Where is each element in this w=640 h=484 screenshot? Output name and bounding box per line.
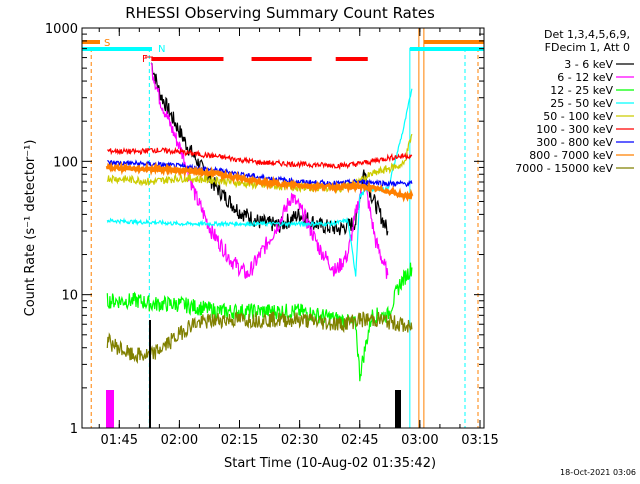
y-tick-label-1: 10 (61, 289, 78, 304)
series-line-3 (106, 88, 413, 277)
y-axis-label: Count Rate (s⁻¹ detector⁻¹) (23, 140, 38, 317)
legend-label-2: 12 - 25 keV (550, 84, 613, 97)
annotation-s: S (104, 38, 110, 49)
x-tick-label-3: 02:30 (281, 433, 318, 448)
x-axis-label: Start Time (10-Aug-02 01:35:42) (224, 456, 436, 471)
legend-label-0: 3 - 6 keV (564, 58, 613, 71)
plot-layer: S NF (82, 28, 484, 428)
series-line-2 (106, 262, 413, 382)
series-line-7 (105, 161, 414, 203)
legend-label-8: 7000 - 15000 keV (515, 162, 613, 175)
series-line-8 (106, 310, 413, 365)
chart-title: RHESSI Observing Summary Count Rates (125, 4, 435, 22)
legend-header-0: Det 1,3,4,5,6,9, (544, 28, 630, 41)
x-tick-label-1: 02:00 (161, 433, 198, 448)
y-tick-label-2: 100 (53, 155, 78, 170)
y-tick-label-3: 1000 (45, 22, 78, 37)
x-tick-label-5: 03:00 (401, 433, 438, 448)
y-tick-label-0: 1 (70, 422, 78, 437)
footer-date: 18-Oct-2021 03:06 (560, 468, 636, 477)
x-tick-label-4: 02:45 (341, 433, 378, 448)
legend-label-3: 25 - 50 keV (550, 97, 613, 110)
legend-label-4: 50 - 100 keV (543, 110, 613, 123)
series-line-0 (150, 62, 389, 236)
x-tick-label-2: 02:15 (221, 433, 258, 448)
x-tick-label-6: 03:15 (461, 433, 498, 448)
series-group: S NF (82, 28, 484, 428)
legend-label-6: 300 - 800 keV (536, 136, 613, 149)
annotation-f: F (142, 54, 148, 65)
plot-frame (81, 27, 485, 429)
legend-label-1: 6 - 12 keV (557, 71, 613, 84)
series-line-5 (107, 146, 413, 171)
x-tick-label-0: 01:45 (101, 433, 138, 448)
axes-layer: 1 10 100 1000 01:45 02:00 02:15 02:30 02:45 03:00… (45, 22, 499, 448)
legend-header-1: FDecim 1, Att 0 (545, 41, 630, 54)
legend-label-5: 100 - 300 keV (536, 123, 613, 136)
legend-label-7: 800 - 7000 keV (529, 149, 613, 162)
legend: Det 1,3,4,5,6,9,FDecim 1, Att 0 3 - 6 keV… (515, 28, 634, 175)
annotation-n: N (158, 44, 165, 55)
